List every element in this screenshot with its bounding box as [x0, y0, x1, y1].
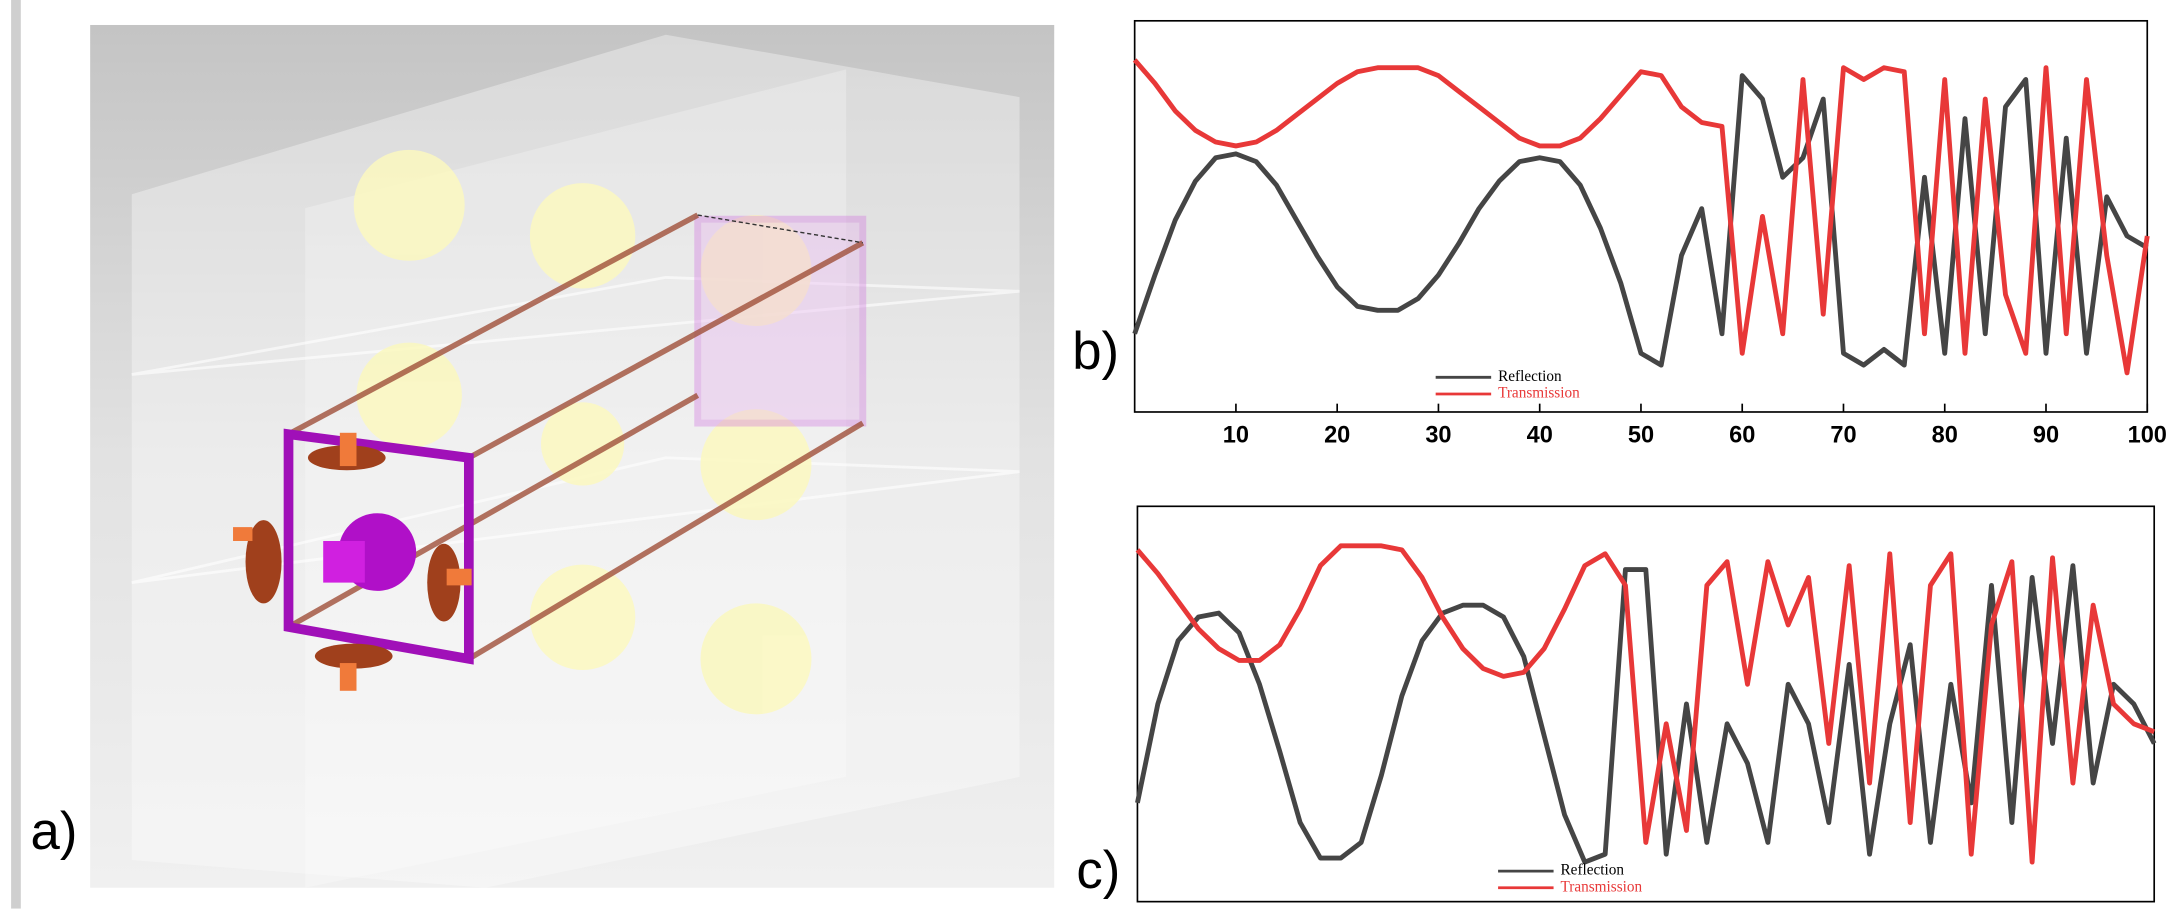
legend-label: Reflection — [1561, 862, 1625, 879]
panel-label: b) — [1072, 322, 1119, 381]
x-tick-label: 40 — [1527, 422, 1553, 448]
figure: a) b) c) 10 20 30 40 50 60 70 80 90 100 Reflection… — [0, 0, 2175, 909]
x-tick-label: 70 — [1830, 422, 1856, 448]
render-3d — [90, 25, 1054, 888]
x-tick-label: 20 — [1324, 422, 1350, 448]
legend-label: Reflection — [1498, 368, 1562, 385]
x-tick-label: 60 — [1729, 422, 1755, 448]
x-tick-label: 30 — [1425, 422, 1451, 448]
page: a) b) c) 10 20 30 40 50 60 70 80 90 100 Reflection… — [0, 0, 2175, 909]
legend-label: Transmission — [1561, 878, 1643, 895]
legend-label: Transmission — [1498, 384, 1580, 401]
side-bar — [11, 0, 21, 909]
x-tick-label: 80 — [1932, 422, 1958, 448]
x-tick-label: 100 — [2128, 422, 2167, 448]
panel-label: a) — [31, 802, 78, 861]
panel-label: c) — [1076, 841, 1120, 900]
x-tick-label: 50 — [1628, 422, 1654, 448]
x-tick-label: 10 — [1223, 422, 1249, 448]
series-line — [1135, 60, 2148, 373]
x-tick-label: 90 — [2033, 422, 2059, 448]
